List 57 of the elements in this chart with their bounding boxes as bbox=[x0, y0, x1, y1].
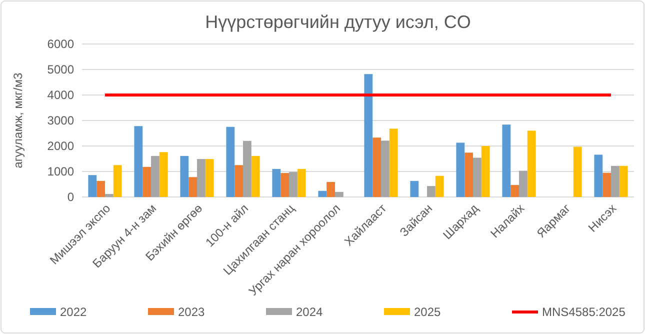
bar bbox=[611, 166, 620, 197]
bar bbox=[502, 124, 511, 197]
bar bbox=[527, 130, 536, 197]
bar bbox=[510, 185, 519, 197]
y-tick-label: 0 bbox=[67, 190, 74, 204]
bar bbox=[142, 166, 151, 197]
bar bbox=[251, 156, 260, 197]
bar bbox=[573, 146, 582, 197]
bar bbox=[297, 168, 306, 197]
bar bbox=[88, 175, 97, 197]
bar bbox=[243, 140, 252, 197]
bar bbox=[473, 158, 482, 197]
bar bbox=[280, 173, 289, 197]
y-tick-label: 2000 bbox=[47, 139, 74, 154]
bar bbox=[205, 159, 214, 197]
bar bbox=[619, 166, 628, 197]
bar bbox=[519, 170, 528, 197]
bar bbox=[389, 128, 398, 197]
bar bbox=[364, 74, 373, 197]
bar bbox=[481, 146, 490, 197]
legend-label: MNS4585:2025 bbox=[542, 305, 626, 320]
bar bbox=[427, 186, 436, 197]
legend-label: 2025 bbox=[414, 305, 442, 320]
bar bbox=[180, 156, 189, 197]
bar bbox=[96, 180, 105, 197]
legend-label: 2022 bbox=[60, 305, 88, 320]
bar bbox=[289, 172, 298, 197]
y-tick-label: 6000 bbox=[47, 37, 74, 52]
bar bbox=[113, 165, 122, 197]
bar bbox=[272, 168, 281, 197]
bar bbox=[234, 165, 243, 197]
bar bbox=[134, 126, 143, 197]
legend-label: 2024 bbox=[296, 305, 324, 320]
bar bbox=[410, 180, 419, 197]
legend-label: 2023 bbox=[178, 305, 206, 320]
y-tick-label: 3000 bbox=[47, 114, 74, 128]
bar bbox=[594, 154, 603, 197]
bar bbox=[318, 190, 327, 197]
bar bbox=[602, 172, 611, 197]
y-axis-title: агууламж, мкг/м3 bbox=[11, 72, 25, 168]
bar bbox=[372, 138, 381, 197]
bar bbox=[226, 126, 235, 197]
bar bbox=[151, 156, 160, 197]
y-tick-label: 5000 bbox=[47, 62, 74, 77]
bar bbox=[464, 152, 473, 197]
chart-title: Нүүрстөрөгчийн дутуу исэл, CO bbox=[205, 12, 471, 32]
bar bbox=[381, 140, 390, 197]
y-tick-label: 4000 bbox=[47, 88, 74, 102]
y-tick-label: 1000 bbox=[47, 164, 74, 179]
bar bbox=[188, 177, 197, 197]
bar bbox=[435, 176, 444, 197]
bar bbox=[197, 159, 206, 197]
bar bbox=[159, 152, 168, 197]
bar bbox=[326, 182, 335, 197]
bar bbox=[456, 142, 465, 197]
bar bbox=[105, 194, 114, 197]
bar bbox=[335, 192, 344, 197]
